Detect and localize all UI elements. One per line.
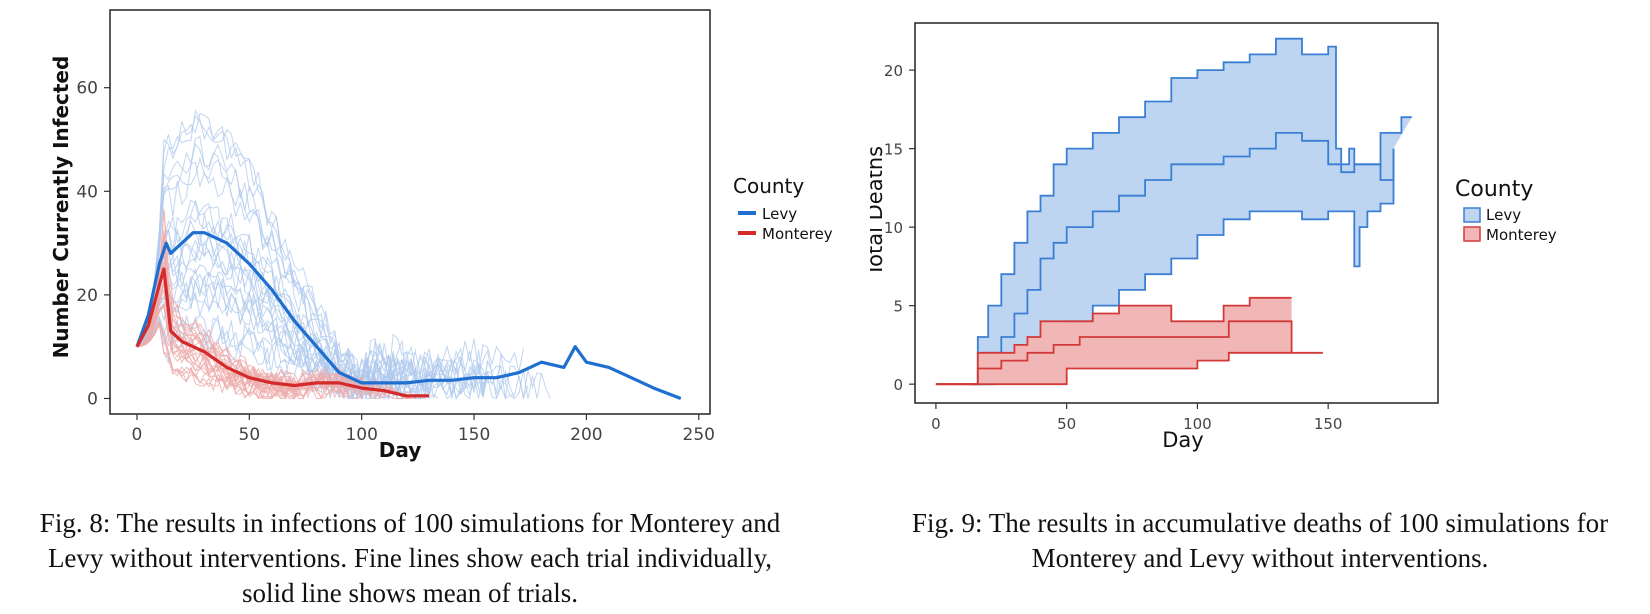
range-bands: [935, 37, 1412, 386]
monterey-mean-line: [135, 267, 430, 398]
y-tick-label: 20: [884, 62, 903, 80]
x-tick-label: 0: [931, 415, 941, 433]
figure-9-caption: Fig. 9: The results in accumulative deat…: [875, 506, 1645, 576]
legend-key-monterey: [1463, 226, 1481, 242]
legend-label-monterey: Monterey: [1486, 226, 1557, 244]
levy-mean-line: [972, 132, 1395, 386]
x-axis-title: Day: [1162, 428, 1203, 452]
caption-line: Monterey and Levy without interventions.: [1031, 543, 1489, 573]
legend-title: County: [1455, 177, 1533, 202]
x-tick-label: 150: [458, 425, 490, 445]
legend-key-levy: [1463, 207, 1481, 223]
legend-title: County: [733, 174, 804, 198]
monterey-trial-line: [136, 289, 358, 397]
levy-trial-line: [136, 282, 430, 399]
axes: 0 50 100 150 200 250 0 20 40 60: [76, 79, 715, 445]
figure-8-caption: Fig. 8: The results in infections of 100…: [0, 506, 820, 611]
x-tick-label: 100: [345, 425, 377, 445]
legend-label-levy: Levy: [1486, 206, 1521, 224]
x-tick-label: 100: [1183, 415, 1212, 433]
y-tick-label: 10: [884, 219, 903, 237]
x-axis-title: Day: [379, 438, 422, 462]
caption-line: Fig. 8: The results in infections of 100…: [39, 508, 781, 538]
y-tick-label: 15: [884, 141, 903, 159]
axes: 0 50 100 150 0 5 10 15 20: [884, 62, 1343, 433]
levy-trial-line: [136, 114, 430, 389]
levy-trial-line: [136, 135, 417, 391]
legend-label-levy: Levy: [762, 205, 797, 223]
x-tick-label: 150: [1314, 415, 1343, 433]
y-tick-label: 0: [893, 376, 903, 394]
legend: County Levy Monterey: [1455, 177, 1557, 244]
infections-chart: 0 50 100 150 200 250 0 20 40 60 Day Number Curren…: [49, 9, 833, 462]
levy-trial-line: [136, 202, 488, 399]
monterey-range-band: [935, 297, 1292, 385]
legend: County Levy Monterey: [733, 174, 833, 243]
monterey-trial-line: [136, 233, 354, 391]
levy-range-band: [972, 38, 1412, 385]
y-axis-title: Total Deaths: [870, 146, 887, 277]
y-tick-label: 40: [76, 182, 98, 202]
y-tick-label: 5: [893, 298, 903, 316]
x-tick-label: 250: [683, 425, 715, 445]
legend-label-monterey: Monterey: [762, 225, 833, 243]
levy-trial-line: [136, 267, 502, 400]
y-axis-title: Number Currently Infected: [49, 56, 73, 359]
y-tick-label: 20: [76, 286, 98, 306]
levy-mean-line: [135, 231, 682, 400]
caption-line: solid line shows mean of trials.: [242, 578, 578, 608]
x-tick-label: 200: [570, 425, 602, 445]
monterey-lower-line: [935, 351, 1292, 386]
monterey-upper-line: [935, 296, 1292, 386]
deaths-chart: 0 50 100 150 0 5 10 15 20 Day Total Deaths Count…: [870, 22, 1557, 452]
monterey-trial-line: [136, 229, 300, 383]
monterey-mean-line: [935, 320, 1323, 386]
mean-lines: [135, 231, 682, 400]
caption-line: Fig. 9: The results in accumulative deat…: [911, 508, 1609, 538]
x-tick-label: 50: [1057, 415, 1076, 433]
y-tick-label: 60: [76, 79, 98, 99]
y-tick-label: 0: [87, 389, 98, 409]
monterey-trial-line: [136, 236, 412, 399]
x-tick-label: 50: [239, 425, 261, 445]
x-tick-label: 0: [132, 425, 143, 445]
levy-upper-line: [972, 37, 1412, 386]
monterey-trial-line: [136, 252, 385, 399]
caption-line: Levy without interventions. Fine lines s…: [47, 543, 773, 573]
